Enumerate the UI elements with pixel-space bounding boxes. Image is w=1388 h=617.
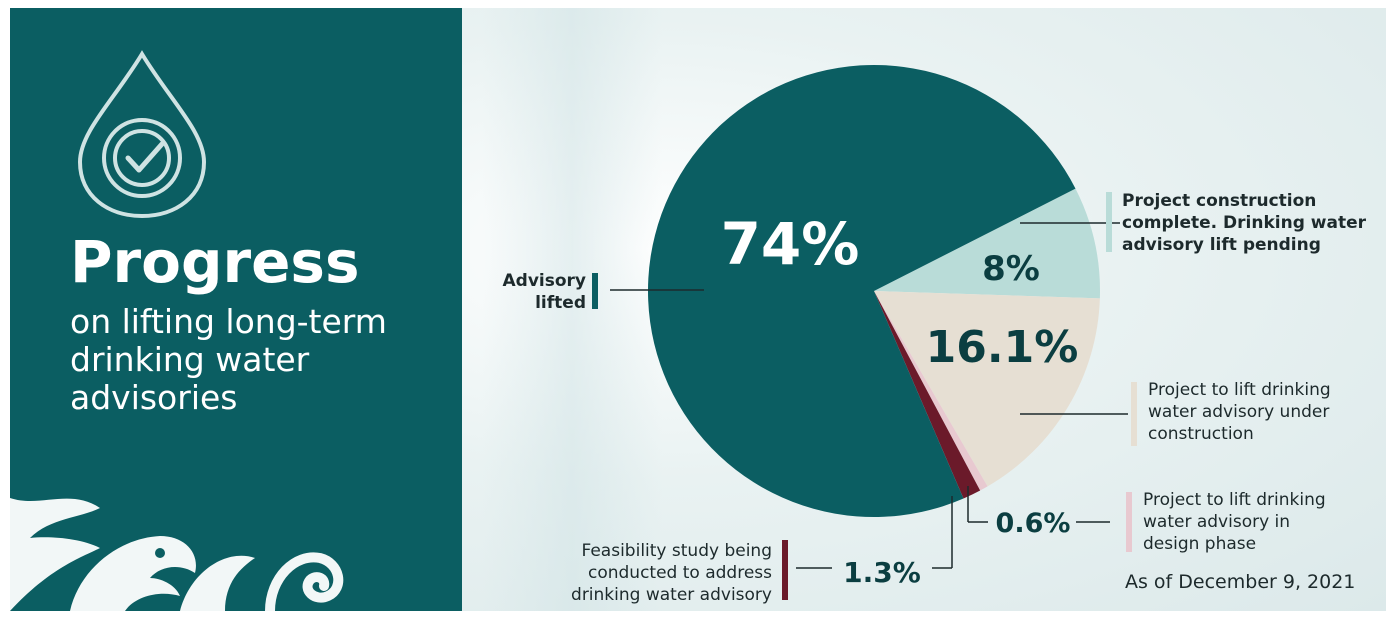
label-design-phase: Project to lift drinking water advisory … <box>1143 489 1326 555</box>
label-line: water advisory in <box>1143 512 1291 532</box>
label-line: advisory lift pending <box>1122 235 1321 255</box>
pie-slice <box>874 291 1100 487</box>
legend-swatch-construction-complete <box>1106 192 1112 252</box>
label-line: drinking water advisory <box>571 585 772 605</box>
data-label-under-construction: 16.1% <box>926 322 1079 373</box>
label-line: Project construction <box>1122 191 1317 211</box>
pie-chart: 74% 8% 16.1% 0.6% 1.3% <box>610 65 1128 589</box>
pie-slice <box>874 291 981 499</box>
label-line: lifted <box>535 293 586 313</box>
label-line: conducted to address <box>587 563 772 583</box>
label-line: water advisory under <box>1148 402 1330 422</box>
label-line: Project to lift drinking <box>1143 490 1326 510</box>
label-advisory-lifted: Advisory lifted <box>490 270 587 314</box>
pie-slice <box>874 188 1100 299</box>
label-line: Feasibility study being <box>581 541 773 561</box>
data-label-design-phase: 0.6% <box>996 508 1071 539</box>
data-label-advisory-lifted: 74% <box>721 210 860 278</box>
label-line: design phase <box>1143 534 1257 554</box>
label-under-construction: Project to lift drinking water advisory … <box>1148 379 1331 445</box>
bird-motif-icon <box>10 498 344 611</box>
as-of-date: As of December 9, 2021 <box>1125 571 1356 593</box>
pie-slice <box>647 65 1076 518</box>
label-line: Project to lift drinking <box>1148 380 1331 400</box>
pie-slice <box>874 291 988 491</box>
page-title: Progress <box>70 228 360 296</box>
page-subtitle: on lifting long-term drinking water advi… <box>70 302 387 417</box>
label-line: complete. Drinking water <box>1122 213 1366 233</box>
water-splash-background <box>482 8 662 611</box>
legend-swatch-advisory-lifted <box>592 273 598 309</box>
label-feasibility: Feasibility study being conducted to add… <box>540 540 772 606</box>
label-line: construction <box>1148 424 1254 444</box>
water-drop-check-icon <box>77 50 207 219</box>
legend-swatch-feasibility <box>782 540 788 600</box>
infographic: Progress on lifting long-term drinking w… <box>10 8 1386 611</box>
title-panel: Progress on lifting long-term drinking w… <box>10 8 462 611</box>
data-label-feasibility: 1.3% <box>843 556 921 589</box>
legend-swatch-design-phase <box>1126 492 1132 552</box>
label-construction-complete: Project construction complete. Drinking … <box>1122 190 1366 256</box>
legend-swatch-under-construction <box>1131 382 1137 446</box>
label-line: Advisory <box>502 271 587 291</box>
data-label-construction-complete: 8% <box>982 249 1040 289</box>
